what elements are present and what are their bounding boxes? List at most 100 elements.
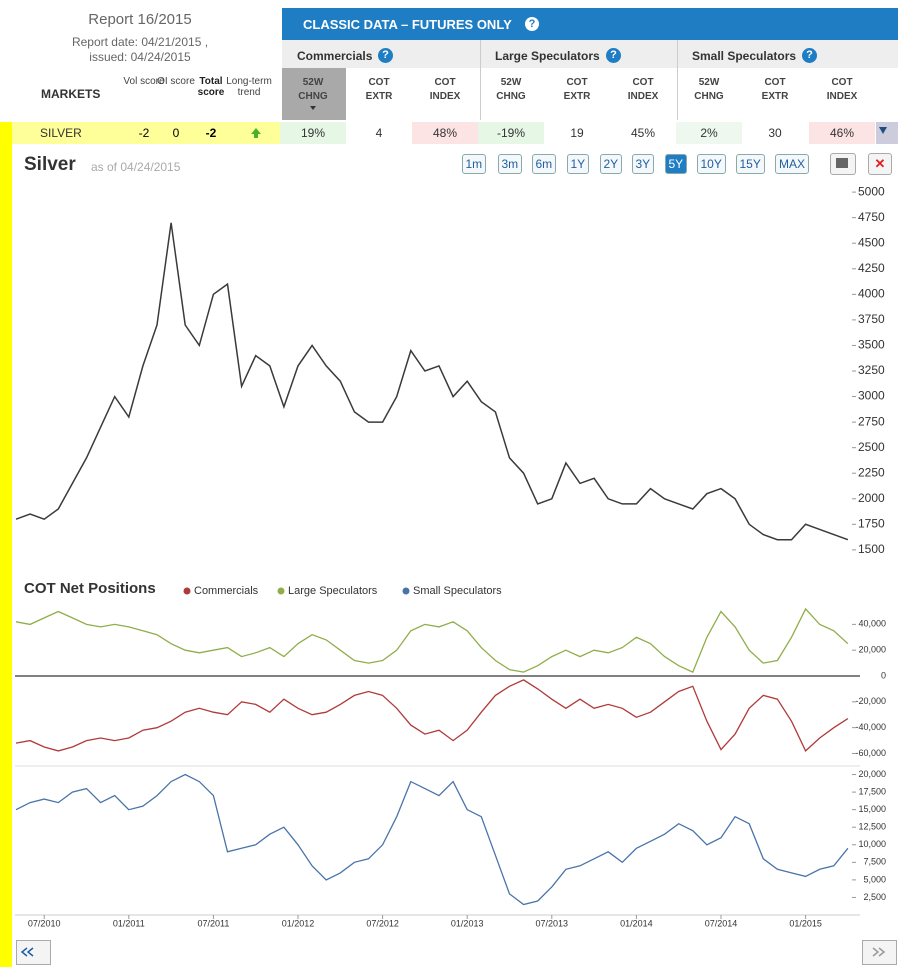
range-button[interactable]: 10Y: [696, 154, 726, 174]
next-button[interactable]: [862, 940, 897, 965]
prev-icon: [20, 947, 34, 957]
price-line: [15, 222, 849, 541]
range-button[interactable]: 2Y: [599, 154, 623, 174]
next-icon: [872, 947, 886, 957]
cell: 30: [742, 122, 808, 144]
y-tick-label: 12,500: [858, 822, 886, 832]
column-header: 52W CHNG: [298, 77, 328, 102]
column-header: COT EXTR: [761, 77, 789, 102]
x-tick-label: 01/2015: [789, 918, 822, 928]
series-line: [15, 607, 849, 673]
y-tick-label: -60,000: [855, 748, 886, 758]
report-issued: issued: 04/24/2015: [89, 50, 191, 64]
y-tick-label: 2250: [858, 465, 885, 479]
y-tick-label: 10,000: [858, 839, 886, 849]
report-date: Report date: 04/21/2015 ,: [71, 35, 209, 49]
legend-marker: [277, 587, 285, 595]
legend-marker: [183, 587, 191, 595]
score: -2: [205, 126, 217, 140]
y-tick-label: 3750: [858, 312, 885, 326]
y-tick-label: 2750: [858, 414, 885, 428]
y-tick-label: 17,500: [858, 786, 886, 796]
column-header: COT INDEX: [826, 77, 858, 102]
column-header: COT INDEX: [627, 77, 659, 102]
y-tick-label: 7,500: [863, 857, 886, 867]
markets-header: MARKETS: [41, 87, 101, 101]
group-header: Large Speculators: [495, 49, 600, 63]
selection-strip: [0, 122, 12, 967]
column-header: COT INDEX: [429, 77, 461, 102]
group-header: Commercials: [297, 49, 373, 63]
y-tick-label: 5000: [858, 184, 885, 198]
cell: 46%: [809, 122, 875, 144]
help-icon[interactable]: ?: [378, 48, 393, 63]
x-tick-label: 07/2014: [705, 918, 738, 928]
help-icon[interactable]: ?: [802, 48, 817, 63]
x-tick-label: 07/2011: [197, 918, 229, 928]
y-tick-label: 0: [881, 670, 886, 680]
range-button[interactable]: 15Y: [735, 154, 765, 174]
y-tick-label: 20,000: [858, 645, 886, 655]
x-tick-label: 01/2012: [282, 918, 315, 928]
range-button[interactable]: 1Y: [566, 154, 590, 174]
divider: [480, 40, 481, 120]
column-header: 52W CHNG: [694, 77, 724, 102]
market-name[interactable]: SILVER: [40, 126, 82, 140]
y-tick-label: 3250: [858, 363, 885, 377]
group-header: Small Speculators: [692, 49, 797, 63]
y-tick-label: 4750: [858, 210, 885, 224]
x-tick-label: 01/2014: [620, 918, 653, 928]
range-button[interactable]: 5Y: [664, 154, 688, 174]
chart-title: Silver: [24, 154, 76, 175]
score-header: Total score: [197, 76, 225, 98]
y-tick-label: 1500: [858, 542, 885, 556]
help-icon[interactable]: ?: [606, 48, 621, 63]
cot-title: COT Net Positions: [24, 580, 156, 597]
selected-column: [282, 68, 346, 120]
report-title: Report 16/2015: [88, 11, 192, 28]
score-header: Long-term trend: [226, 76, 272, 98]
x-tick-label: 01/2013: [451, 918, 484, 928]
cell: 48%: [412, 122, 478, 144]
cell: 19: [544, 122, 610, 144]
cell: 4: [346, 122, 412, 144]
range-button[interactable]: 1m: [461, 154, 487, 174]
x-tick-label: 01/2011: [113, 918, 145, 928]
y-tick-label: -40,000: [855, 722, 886, 732]
range-button[interactable]: 3Y: [631, 154, 655, 174]
x-tick-label: 07/2010: [28, 918, 61, 928]
legend-label: Large Speculators: [288, 585, 378, 597]
cell: 2%: [676, 122, 742, 144]
y-tick-label: 2500: [858, 440, 885, 454]
cell: -19%: [478, 122, 544, 144]
trend-arrow: [251, 128, 261, 138]
range-button[interactable]: MAX: [775, 154, 810, 174]
y-tick-label: 5,000: [863, 874, 886, 884]
sort-arrow: [310, 106, 316, 110]
chart-subtitle: as of 04/24/2015: [91, 160, 181, 174]
y-tick-label: 1750: [858, 517, 885, 531]
column-header: 52W CHNG: [496, 77, 526, 102]
score-header: OI score: [157, 76, 195, 87]
row-highlight: [12, 122, 280, 144]
y-tick-label: 2,500: [863, 892, 886, 902]
help-icon[interactable]: ?: [525, 17, 539, 31]
range-button[interactable]: 6m: [531, 154, 557, 174]
legend-label: Small Speculators: [413, 585, 502, 597]
banner: [282, 8, 898, 40]
banner-title: CLASSIC DATA – FUTURES ONLY: [303, 17, 512, 32]
y-tick-label: 4000: [858, 287, 885, 301]
x-tick-label: 07/2013: [536, 918, 569, 928]
y-tick-label: 40,000: [858, 619, 886, 629]
divider: [677, 40, 678, 120]
legend-label: Commercials: [194, 585, 259, 597]
y-tick-label: 4250: [858, 261, 885, 275]
series-line: [15, 679, 849, 752]
print-icon: [836, 158, 848, 168]
column-header: COT EXTR: [365, 77, 393, 102]
close-button[interactable]: ✕: [868, 153, 892, 175]
score-header: Vol score: [123, 76, 165, 87]
range-button[interactable]: 3m: [497, 154, 523, 174]
score: -2: [138, 126, 150, 140]
